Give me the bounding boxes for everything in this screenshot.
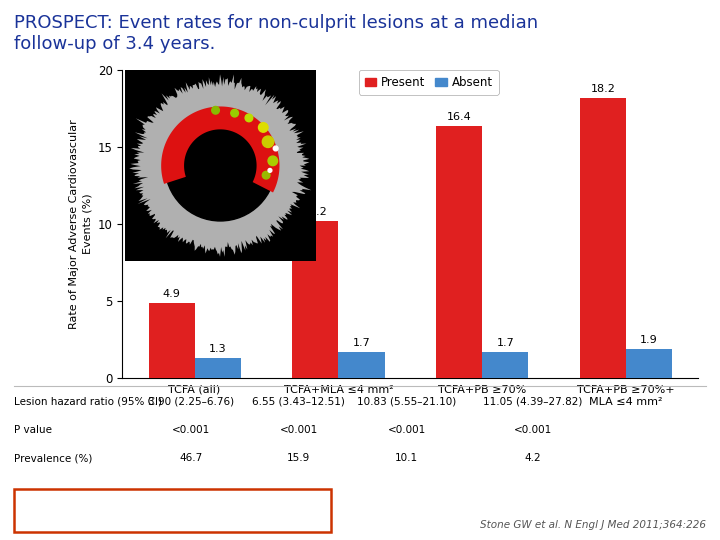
Text: 1.3: 1.3 <box>209 344 227 354</box>
Bar <box>436 126 482 378</box>
Text: <0.001: <0.001 <box>513 425 552 435</box>
Bar <box>292 221 338 378</box>
Text: 4.2: 4.2 <box>524 453 541 463</box>
Text: 10.2: 10.2 <box>303 207 328 217</box>
Text: Lesion hazard ratio (95% CI): Lesion hazard ratio (95% CI) <box>14 397 163 407</box>
Text: Stone GW et al. N Engl J Med 2011;364:226: Stone GW et al. N Engl J Med 2011;364:22… <box>480 520 706 530</box>
Text: <0.001: <0.001 <box>279 425 318 435</box>
Text: 15.9: 15.9 <box>287 453 310 463</box>
Text: 11.05 (4.39–27.82): 11.05 (4.39–27.82) <box>483 397 582 407</box>
Text: 10.83 (5.55–21.10): 10.83 (5.55–21.10) <box>357 397 456 407</box>
Text: 1.7: 1.7 <box>353 338 370 348</box>
Text: 49% of events caused by non-TCFAs: 49% of events caused by non-TCFAs <box>25 503 320 518</box>
Text: <0.001: <0.001 <box>387 425 426 435</box>
Bar <box>626 349 672 378</box>
Text: follow-up of 3.4 years.: follow-up of 3.4 years. <box>14 35 216 53</box>
Bar <box>338 352 384 378</box>
Text: 16.4: 16.4 <box>447 112 472 122</box>
Legend: Present, Absent: Present, Absent <box>359 70 498 94</box>
Bar <box>580 98 626 378</box>
Text: 4.9: 4.9 <box>163 289 181 299</box>
Bar <box>148 302 194 378</box>
Text: 1.9: 1.9 <box>640 335 658 345</box>
Text: 18.2: 18.2 <box>590 84 616 94</box>
Text: PROSPECT: Event rates for non-culprit lesions at a median: PROSPECT: Event rates for non-culprit le… <box>14 14 539 31</box>
Text: 3.90 (2.25–6.76): 3.90 (2.25–6.76) <box>148 397 234 407</box>
Bar <box>482 352 528 378</box>
Text: P value: P value <box>14 425 53 435</box>
Bar <box>194 358 240 378</box>
Text: 46.7: 46.7 <box>179 453 202 463</box>
Text: 10.1: 10.1 <box>395 453 418 463</box>
Text: <0.001: <0.001 <box>171 425 210 435</box>
Y-axis label: Rate of Major Adverse Cardiovascular
Events (%): Rate of Major Adverse Cardiovascular Eve… <box>69 119 92 329</box>
Text: 6.55 (3.43–12.51): 6.55 (3.43–12.51) <box>253 397 345 407</box>
Text: 1.7: 1.7 <box>497 338 514 348</box>
Text: Prevalence (%): Prevalence (%) <box>14 453 93 463</box>
